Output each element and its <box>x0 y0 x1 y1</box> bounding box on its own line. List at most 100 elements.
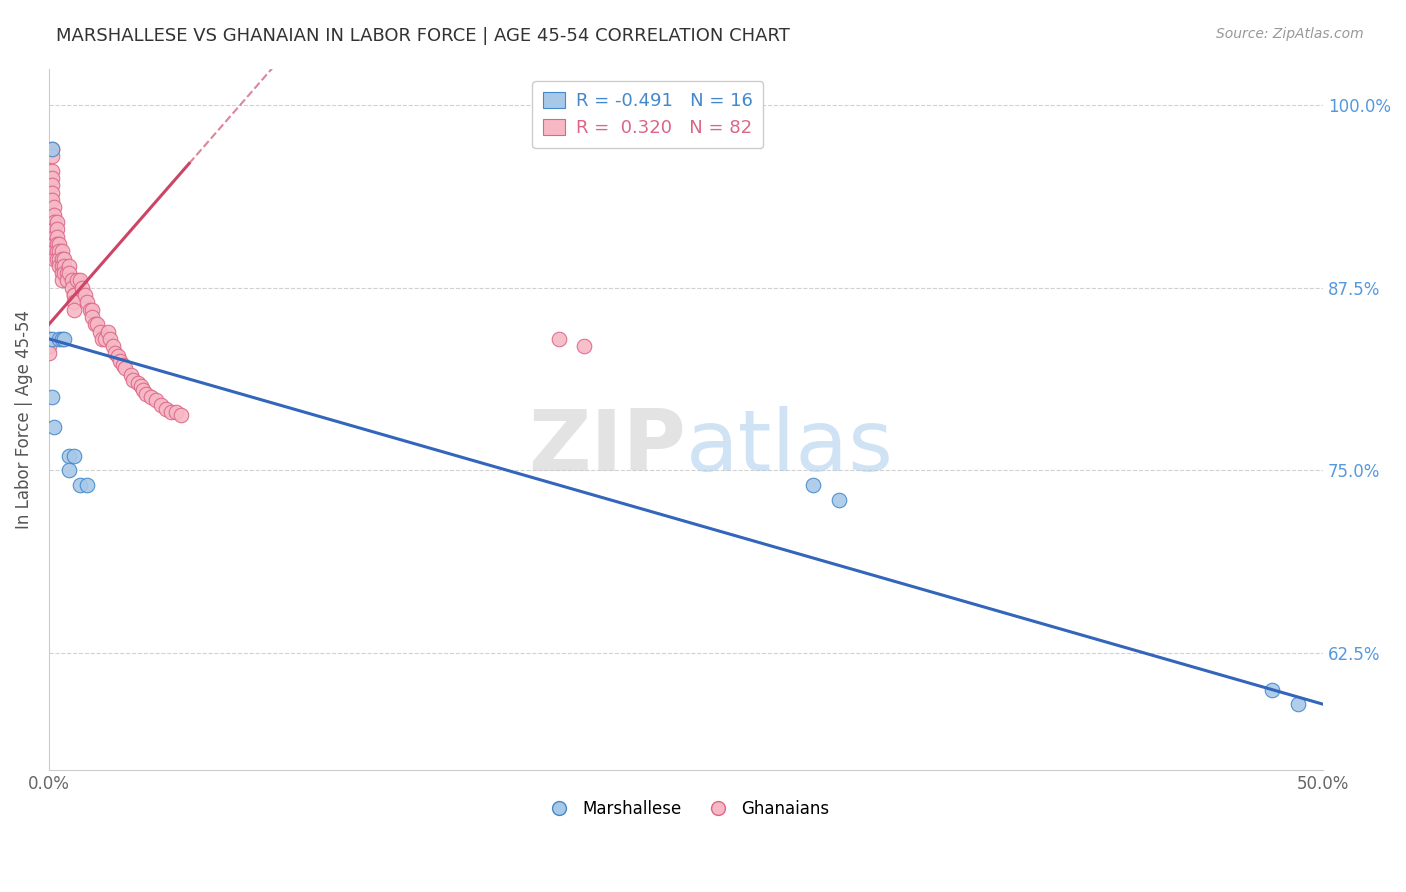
Point <box>82 302 104 317</box>
Point <box>51 259 73 273</box>
Point <box>129 378 152 392</box>
Point <box>120 368 142 383</box>
Point <box>63 295 86 310</box>
Point <box>48 236 70 251</box>
Text: MARSHALLESE VS GHANAIAN IN LABOR FORCE | AGE 45-54 CORRELATION CHART: MARSHALLESE VS GHANAIAN IN LABOR FORCE |… <box>56 27 790 45</box>
Point <box>165 405 187 419</box>
Point <box>48 244 70 259</box>
Point <box>83 318 105 332</box>
Point <box>58 259 80 273</box>
Point <box>42 215 65 229</box>
Point <box>42 229 65 244</box>
Point <box>828 492 851 507</box>
Point <box>58 449 80 463</box>
Point <box>63 449 86 463</box>
Point <box>127 376 149 390</box>
Point <box>38 339 60 353</box>
Point <box>110 353 132 368</box>
Point <box>69 273 91 287</box>
Point <box>60 281 83 295</box>
Point <box>51 266 73 280</box>
Point <box>170 408 193 422</box>
Point <box>139 390 162 404</box>
Point <box>45 244 67 259</box>
Point <box>41 186 63 200</box>
Point <box>63 302 86 317</box>
Point <box>97 325 120 339</box>
Point <box>101 339 124 353</box>
Point <box>82 310 104 324</box>
Text: ZIP: ZIP <box>529 406 686 489</box>
Point <box>1261 682 1284 697</box>
Point <box>41 142 63 156</box>
Point <box>58 266 80 280</box>
Point <box>94 332 117 346</box>
Point <box>45 229 67 244</box>
Point <box>38 332 60 346</box>
Point <box>73 288 96 302</box>
Point <box>76 295 98 310</box>
Text: Source: ZipAtlas.com: Source: ZipAtlas.com <box>1216 27 1364 41</box>
Point <box>48 252 70 266</box>
Point <box>41 171 63 186</box>
Point <box>48 332 70 346</box>
Text: atlas: atlas <box>686 406 894 489</box>
Point <box>86 318 108 332</box>
Point <box>53 259 76 273</box>
Point <box>42 236 65 251</box>
Point <box>48 259 70 273</box>
Point <box>114 361 136 376</box>
Point <box>60 273 83 287</box>
Point <box>53 252 76 266</box>
Point <box>145 393 167 408</box>
Point <box>155 402 177 417</box>
Point <box>38 346 60 360</box>
Point <box>41 390 63 404</box>
Point <box>41 332 63 346</box>
Point <box>104 346 127 360</box>
Point <box>69 478 91 492</box>
Point <box>41 149 63 163</box>
Point <box>51 244 73 259</box>
Legend: Marshallese, Ghanaians: Marshallese, Ghanaians <box>536 794 837 825</box>
Point <box>107 350 129 364</box>
Point <box>56 266 79 280</box>
Point <box>42 419 65 434</box>
Point <box>547 332 569 346</box>
Point <box>53 332 76 346</box>
Y-axis label: In Labor Force | Age 45-54: In Labor Force | Age 45-54 <box>15 310 32 529</box>
Point <box>132 383 155 397</box>
Point <box>66 273 89 287</box>
Point <box>42 222 65 236</box>
Point <box>572 339 595 353</box>
Point <box>42 200 65 214</box>
Point <box>45 222 67 236</box>
Point <box>42 208 65 222</box>
Point <box>45 236 67 251</box>
Point <box>91 332 114 346</box>
Point <box>58 463 80 477</box>
Point <box>98 332 121 346</box>
Point <box>41 142 63 156</box>
Point <box>803 478 825 492</box>
Point <box>51 273 73 287</box>
Point <box>150 398 173 412</box>
Point <box>41 178 63 193</box>
Point <box>51 332 73 346</box>
Point <box>70 281 93 295</box>
Point <box>42 252 65 266</box>
Point <box>1286 698 1309 712</box>
Point <box>63 288 86 302</box>
Point <box>160 405 183 419</box>
Point <box>42 244 65 259</box>
Point <box>41 164 63 178</box>
Point <box>41 193 63 207</box>
Point <box>111 358 134 372</box>
Point <box>89 325 111 339</box>
Point <box>56 273 79 287</box>
Point <box>45 252 67 266</box>
Point <box>53 266 76 280</box>
Point <box>122 373 145 387</box>
Point <box>63 288 86 302</box>
Point <box>135 387 157 401</box>
